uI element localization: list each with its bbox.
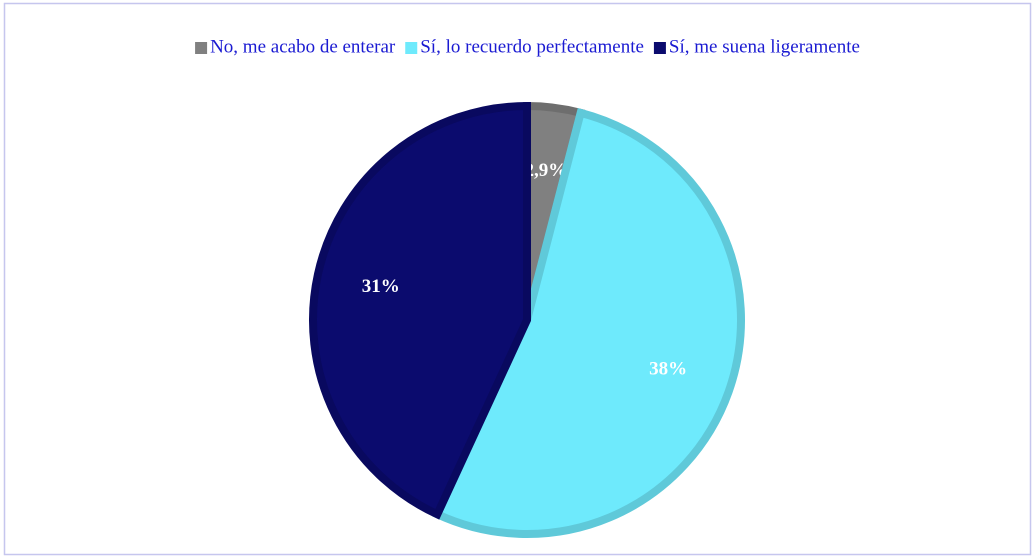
legend-label: Sí, me suena ligeramente bbox=[669, 36, 860, 57]
slice-label: 2,9% bbox=[525, 160, 568, 181]
legend-label: Sí, lo recuerdo perfectamente bbox=[420, 36, 644, 57]
slice-label: 31% bbox=[362, 276, 400, 297]
legend-label: No, me acabo de enterar bbox=[210, 36, 396, 57]
slice-label: 38% bbox=[649, 359, 687, 380]
pie-slice bbox=[431, 107, 745, 538]
legend-swatch bbox=[195, 42, 208, 54]
legend-swatch bbox=[405, 42, 418, 54]
legend: No, me acabo de enterar Sí, lo recuerdo p… bbox=[195, 36, 860, 57]
legend-swatch bbox=[653, 42, 666, 54]
pie-slice bbox=[309, 101, 531, 520]
